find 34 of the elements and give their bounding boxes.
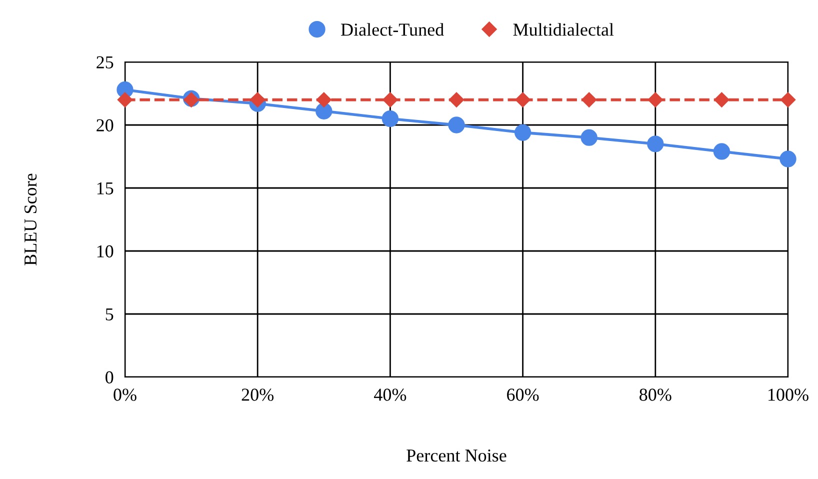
y-tick-label: 25	[96, 56, 114, 68]
point	[648, 92, 663, 108]
x-tick-label: 80%	[640, 388, 672, 401]
legend-label: Multidialectal	[513, 23, 614, 36]
y-tick-label: 20	[96, 119, 114, 132]
point	[316, 92, 332, 108]
point	[713, 143, 730, 160]
x-tick-label: 20%	[242, 388, 274, 401]
point	[382, 92, 398, 108]
point	[714, 92, 730, 108]
y-tick-label: 10	[97, 245, 114, 258]
point	[382, 110, 399, 128]
y-tick-label: 5	[106, 308, 114, 320]
x-tick-label: 60%	[507, 388, 539, 401]
y-tick-label: 0	[106, 371, 114, 384]
point	[515, 92, 530, 108]
point	[780, 150, 796, 168]
legend-label: Dialect-Tuned	[341, 23, 444, 36]
y-tick-label: 15	[97, 182, 114, 194]
point	[780, 92, 796, 108]
x-axis-title: Percent Noise	[406, 450, 506, 462]
y-axis-title: BLEU Score	[24, 174, 37, 266]
point	[448, 92, 464, 108]
point	[316, 102, 332, 120]
x-tick-label: 100%	[768, 388, 808, 401]
point	[580, 129, 598, 146]
x-tick-label: 0%	[114, 388, 136, 401]
point	[117, 92, 133, 108]
point	[647, 136, 664, 152]
point	[582, 92, 597, 108]
point	[250, 92, 266, 108]
point	[448, 116, 465, 134]
x-tick-label: 40%	[374, 388, 406, 401]
point	[514, 124, 532, 141]
